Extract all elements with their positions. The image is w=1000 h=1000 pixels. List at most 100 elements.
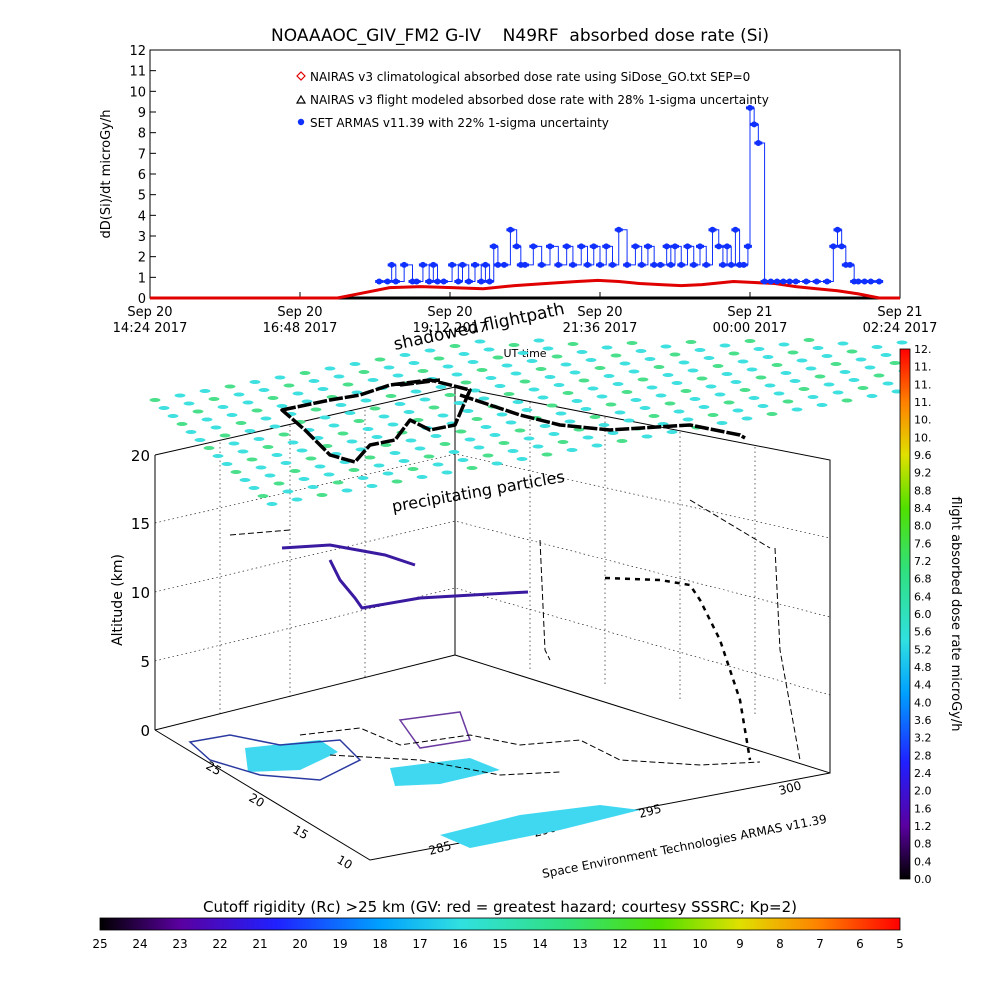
armas-point-marker bbox=[792, 278, 799, 285]
particle-marker bbox=[221, 462, 233, 466]
landmass-cyan-2 bbox=[390, 758, 500, 786]
particle-marker bbox=[473, 445, 485, 450]
particle-marker bbox=[812, 346, 824, 350]
particle-marker bbox=[803, 338, 815, 342]
particle-marker bbox=[491, 461, 503, 466]
particle-marker bbox=[282, 489, 294, 494]
particle-marker bbox=[764, 383, 776, 388]
longitude-tick-label: 295 bbox=[637, 801, 663, 820]
particle-marker bbox=[641, 434, 653, 439]
landmass-cyan-3 bbox=[440, 805, 640, 848]
timeseries-plot-frame bbox=[149, 49, 901, 299]
particle-marker bbox=[773, 391, 785, 396]
armas-point-marker bbox=[609, 261, 616, 268]
particle-marker bbox=[417, 369, 429, 373]
particle-marker bbox=[685, 340, 697, 344]
rigidity-colorbar-ticks: 25 24 23 22 21 20 19 18 17 16 15 14 13 12 11 10 9 8 7 6 5 bbox=[92, 937, 903, 951]
particle-marker bbox=[614, 410, 626, 415]
x-tick-label-date: Sep 20 bbox=[127, 305, 172, 320]
latitude-tick-label: 20 bbox=[247, 790, 267, 810]
particle-marker bbox=[666, 430, 678, 434]
y-tick-label: 10 bbox=[129, 85, 146, 100]
longitude-tick-label: 285 bbox=[427, 838, 453, 857]
dose-tick-label: 8.0 bbox=[914, 520, 932, 533]
armas-point-marker bbox=[449, 261, 456, 268]
particle-marker bbox=[678, 360, 690, 365]
particle-marker bbox=[167, 414, 179, 418]
particle-marker bbox=[357, 476, 369, 480]
rigidity-tick-label: 11 bbox=[652, 937, 667, 951]
particle-marker bbox=[289, 469, 301, 473]
particle-marker bbox=[732, 408, 744, 413]
dose-tick-label: 12. bbox=[914, 343, 932, 356]
particle-marker bbox=[628, 369, 640, 374]
annotation-precipitating-particles: precipitating particles bbox=[390, 467, 566, 516]
particle-marker bbox=[519, 379, 531, 384]
armas-point-marker bbox=[715, 243, 722, 250]
dose-tick-label: 5.6 bbox=[914, 626, 932, 639]
armas-point-marker bbox=[672, 243, 678, 250]
dose-tick-label: 2.8 bbox=[914, 749, 932, 762]
armas-point-marker bbox=[728, 261, 735, 268]
particle-marker bbox=[567, 342, 579, 346]
rigidity-tick-label: 22 bbox=[212, 937, 227, 951]
particle-marker bbox=[696, 376, 708, 381]
armas-point-marker bbox=[578, 243, 585, 250]
particle-marker bbox=[832, 390, 844, 395]
armas-point-marker bbox=[494, 261, 501, 268]
particle-marker bbox=[323, 472, 335, 477]
particle-marker bbox=[505, 420, 517, 425]
particle-marker bbox=[212, 454, 224, 458]
armas-point-marker bbox=[767, 278, 774, 285]
particle-marker bbox=[458, 352, 470, 356]
dose-tick-label: 7.6 bbox=[914, 537, 932, 550]
particle-marker bbox=[594, 366, 606, 370]
particle-marker bbox=[744, 339, 756, 343]
particle-marker bbox=[646, 385, 658, 390]
floor-map bbox=[188, 711, 761, 848]
armas-point-marker bbox=[684, 243, 691, 250]
rigidity-tick-label: 20 bbox=[292, 937, 307, 951]
shadowed-flightpath bbox=[280, 378, 746, 464]
particle-marker bbox=[723, 400, 735, 405]
particle-marker bbox=[839, 370, 851, 374]
particle-marker bbox=[228, 441, 240, 446]
particle-marker bbox=[394, 402, 406, 406]
particle-marker bbox=[344, 411, 356, 415]
dose-tick-label: 8.4 bbox=[914, 502, 932, 515]
particle-marker bbox=[251, 408, 263, 413]
armas-point-marker bbox=[755, 140, 762, 146]
armas-point-marker bbox=[388, 261, 395, 268]
dose-tick-label: 9.6 bbox=[914, 449, 932, 462]
box-back-wall-right bbox=[454, 386, 831, 774]
y-tick-label: 2 bbox=[138, 251, 146, 266]
particle-marker bbox=[512, 400, 524, 404]
armas-point-marker bbox=[490, 243, 497, 250]
particle-marker bbox=[746, 367, 758, 372]
rigidity-tick-label: 13 bbox=[572, 937, 587, 951]
particle-marker bbox=[328, 423, 340, 428]
particle-marker bbox=[653, 365, 665, 369]
rigidity-tick-label: 16 bbox=[452, 937, 467, 951]
particle-marker bbox=[199, 389, 211, 393]
particle-marker bbox=[414, 446, 426, 451]
dose-tick-label: 1.2 bbox=[914, 820, 932, 833]
particle-marker bbox=[553, 383, 565, 387]
particle-marker bbox=[244, 429, 256, 433]
particle-marker bbox=[442, 364, 454, 369]
particle-marker bbox=[453, 401, 465, 405]
latitude-tick-label: 15 bbox=[291, 822, 311, 842]
particle-marker bbox=[739, 388, 751, 392]
particle-marker bbox=[551, 354, 563, 359]
particle-marker bbox=[242, 400, 254, 405]
particle-marker bbox=[332, 480, 344, 485]
particle-marker bbox=[158, 406, 170, 410]
particle-marker bbox=[467, 360, 479, 364]
particle-marker bbox=[444, 393, 456, 397]
armas-point-marker bbox=[501, 261, 508, 268]
series-nairas-clim-line bbox=[150, 278, 900, 300]
rigidity-tick-label: 6 bbox=[856, 937, 864, 951]
particle-marker bbox=[219, 433, 231, 438]
rigidity-tick-label: 5 bbox=[896, 937, 904, 951]
